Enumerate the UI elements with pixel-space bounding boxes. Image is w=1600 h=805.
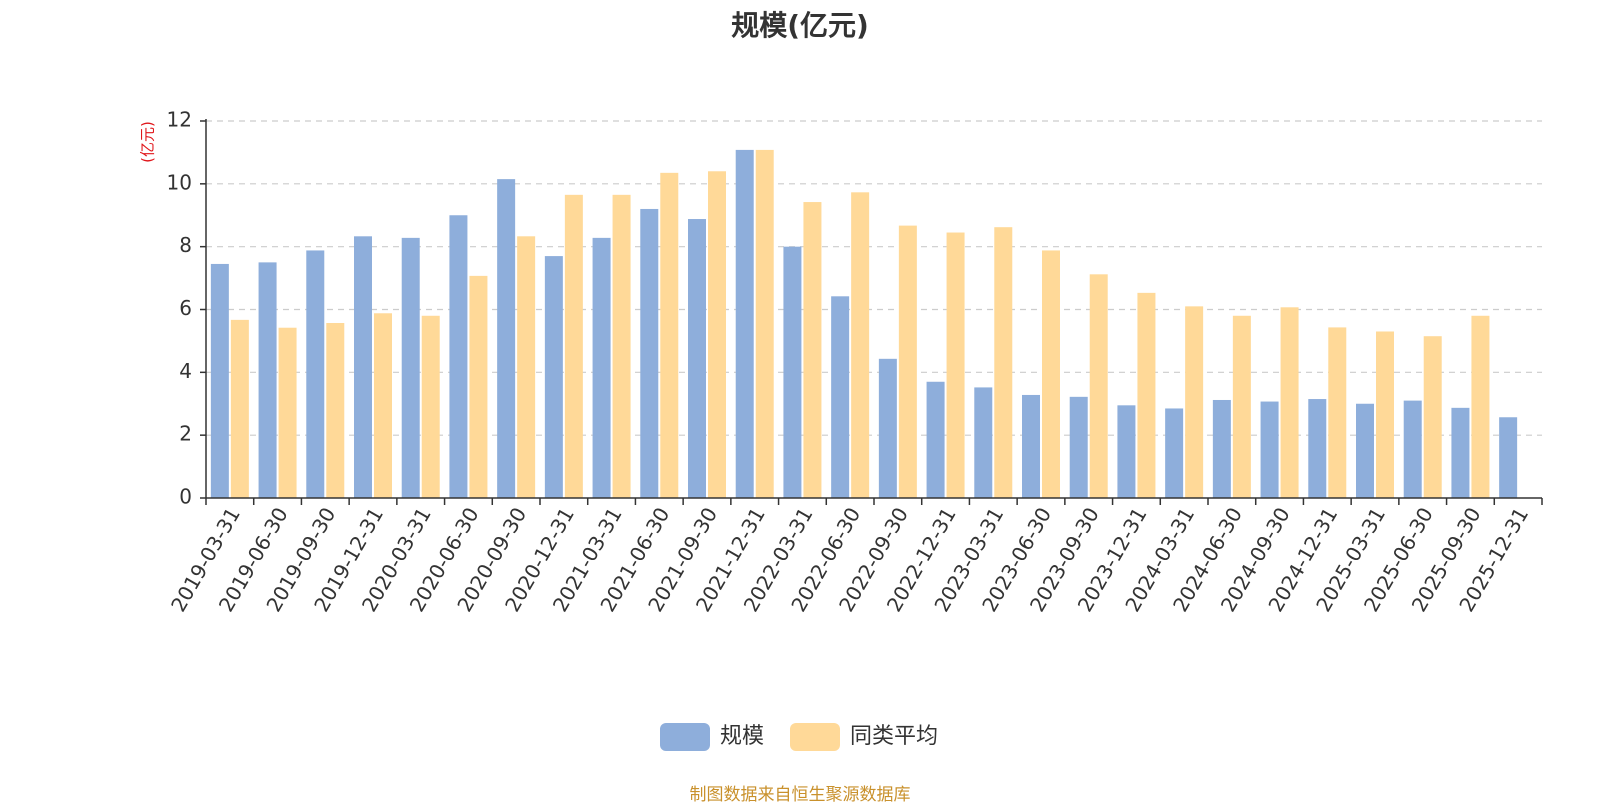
y-axis-unit-label: (亿元) [139,121,157,163]
scale-bar [258,262,277,498]
y-tick-label: 0 [179,485,192,509]
legend-swatch [660,723,710,751]
peer-average-bar [421,315,440,498]
y-tick-label: 6 [179,296,192,320]
peer-average-bar [1423,336,1442,498]
scale-bar [974,387,993,498]
legend-swatch [790,723,840,751]
peer-average-bar [1280,307,1299,498]
peer-average-bar [708,171,726,498]
scale-bar [401,237,420,498]
scale-bar [1403,400,1422,498]
scale-bar [449,215,468,498]
scale-bar [497,179,516,498]
peer-average-bar [946,232,965,498]
peer-average-bar [851,192,870,498]
peer-average-bar [1185,306,1204,498]
scale-bar [1308,399,1327,498]
chart-title: 规模(亿元) [731,9,869,42]
peer-average-bar [898,225,917,498]
scale-bar [735,149,754,499]
peer-average-bar [1137,292,1156,498]
legend: 规模 同类平均 [660,723,938,751]
y-tick-label: 12 [167,108,192,132]
scale-bar [354,236,372,498]
peer-average-bar [803,202,822,498]
y-tick-label: 2 [179,422,192,446]
scale-bar [1117,405,1136,498]
bars [210,149,1518,499]
scale-bar [1069,396,1088,498]
scale-bar [1451,407,1470,498]
peer-average-bar [230,319,249,498]
legend-label: 同类平均 [850,724,938,749]
peer-average-bar [374,313,392,498]
peer-average-bar [755,149,774,499]
peer-average-bar [517,236,536,498]
y-tick-label: 10 [167,170,192,194]
peer-average-bar [612,194,631,498]
y-tick-label: 4 [179,359,192,383]
peer-average-bar [1471,315,1490,498]
legend-label: 规模 [720,724,764,749]
scale-bar [688,219,706,498]
scale-bar [1499,417,1518,498]
scale-bar [1022,394,1040,498]
scale-bar [1212,399,1231,498]
peer-average-bar [994,227,1013,498]
peer-average-bar [1089,274,1108,498]
scale-bar [783,246,802,498]
peer-average-bar [326,323,345,498]
peer-average-bar [1376,331,1394,498]
source-note: 制图数据来自恒生聚源数据库 [689,785,911,805]
peer-average-bar [1328,327,1347,498]
scale-bar [926,381,945,498]
scale-bar [878,358,897,498]
peer-average-bar [469,275,488,498]
scale-bar [1165,408,1184,498]
peer-average-bar [1232,315,1251,498]
scale-bar [544,256,563,498]
peer-average-bar [1042,250,1060,498]
peer-average-bar [660,172,679,498]
scale-bar [831,296,850,498]
scale-bar [1356,403,1374,498]
peer-average-bar [278,327,297,498]
scale-bar [306,250,325,498]
scale-bar [640,208,659,498]
scale-bar [592,237,611,498]
scale-bar [210,263,229,498]
y-tick-label: 8 [179,233,192,257]
scale-bar [1260,401,1279,498]
peer-average-bar [564,194,583,498]
